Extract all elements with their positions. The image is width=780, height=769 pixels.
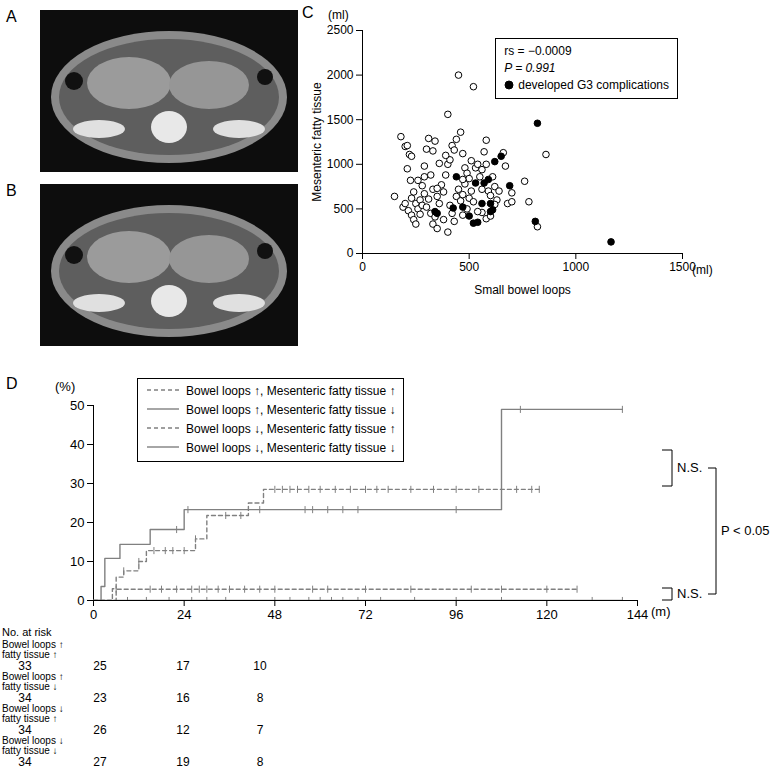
html-text:C: C	[302, 4, 314, 21]
svg-text:24: 24	[177, 607, 191, 622]
html-text:7: 7	[256, 723, 264, 737]
html-text:No. at risk: No. at risk	[2, 626, 52, 638]
svg-text:96: 96	[449, 607, 463, 622]
html-text:P < 0.05: P < 0.05	[721, 523, 770, 538]
svg-text:1000: 1000	[562, 260, 589, 274]
html-text:Bowel loops ↑, Mesenteric fatt: Bowel loops ↑, Mesenteric fatty tissue ↓	[186, 403, 396, 417]
svg-text:0: 0	[347, 246, 354, 260]
html-text:27: 27	[93, 755, 107, 769]
html-text:16: 16	[176, 691, 190, 705]
html-text:P = 0.991: P = 0.991	[504, 61, 556, 75]
html-text:Bowel loops ↓, Mesenteric fatt: Bowel loops ↓, Mesenteric fatty tissue ↓	[186, 441, 396, 455]
html-text:fatty tissue ↓: fatty tissue ↓	[2, 745, 58, 756]
svg-text:1500: 1500	[327, 113, 354, 127]
html-text:A: A	[6, 8, 17, 25]
html-text:N.S.: N.S.	[677, 586, 703, 601]
svg-text:144: 144	[627, 607, 649, 622]
svg-text:0: 0	[359, 260, 366, 274]
html-text:fatty tissue ↑: fatty tissue ↑	[2, 713, 58, 724]
svg-text:120: 120	[536, 607, 558, 622]
svg-text:1000: 1000	[327, 157, 354, 171]
html-text:rs = −0.0009: rs = −0.0009	[504, 44, 572, 58]
svg-text:10: 10	[70, 554, 84, 569]
html-text:Bowel loops ↑, Mesenteric fatt: Bowel loops ↑, Mesenteric fatty tissue ↑	[186, 384, 396, 398]
html-text:fatty tissue ↑: fatty tissue ↑	[2, 649, 58, 660]
svg-text:500: 500	[333, 202, 353, 216]
svg-text:0: 0	[90, 607, 97, 622]
svg-text:40: 40	[70, 437, 84, 452]
svg-text:1500: 1500	[669, 260, 696, 274]
svg-text:30: 30	[70, 476, 84, 491]
html-text:Bowel loops ↓: Bowel loops ↓	[2, 735, 64, 746]
svg-text:Mesenteric fatty tissue: Mesenteric fatty tissue	[310, 82, 324, 202]
html-text:Bowel loops ↑: Bowel loops ↑	[2, 639, 64, 650]
html-text:Bowel loops ↓, Mesenteric fatt: Bowel loops ↓, Mesenteric fatty tissue ↑	[186, 422, 396, 436]
svg-text:20: 20	[70, 515, 84, 530]
html-text:34: 34	[18, 723, 32, 737]
html-text:fatty tissue ↓: fatty tissue ↓	[2, 681, 58, 692]
html-text:17: 17	[176, 659, 190, 673]
html-text:34: 34	[18, 755, 32, 769]
html-text:Bowel loops ↑: Bowel loops ↑	[2, 671, 64, 682]
svg-text:50: 50	[70, 398, 84, 413]
html-text:B: B	[6, 182, 17, 199]
html-text:Bowel loops ↓: Bowel loops ↓	[2, 703, 64, 714]
html-text:(ml): (ml)	[692, 263, 713, 277]
html-text:8: 8	[256, 755, 264, 769]
html-text:(ml): (ml)	[328, 8, 349, 22]
svg-text:72: 72	[358, 607, 372, 622]
html-text:34: 34	[18, 691, 32, 705]
svg-text:0: 0	[77, 593, 84, 608]
svg-text:Small bowel loops: Small bowel loops	[474, 283, 571, 297]
html-text:23: 23	[93, 691, 107, 705]
html-text:19: 19	[176, 755, 190, 769]
html-text:33: 33	[18, 659, 32, 673]
svg-text:2000: 2000	[327, 68, 354, 82]
svg-text:2500: 2500	[327, 23, 354, 37]
html-text:25: 25	[93, 659, 107, 673]
html-text:8: 8	[256, 691, 264, 705]
html-text:10: 10	[253, 659, 267, 673]
html-text:N.S.: N.S.	[677, 460, 703, 475]
html-text:D: D	[6, 375, 18, 392]
html-text:12: 12	[176, 723, 190, 737]
html-text:26: 26	[93, 723, 107, 737]
html-text:developed G3 complications: developed G3 complications	[518, 78, 669, 92]
html-text:(m): (m)	[651, 604, 671, 619]
svg-text:500: 500	[459, 260, 479, 274]
svg-text:48: 48	[268, 607, 282, 622]
